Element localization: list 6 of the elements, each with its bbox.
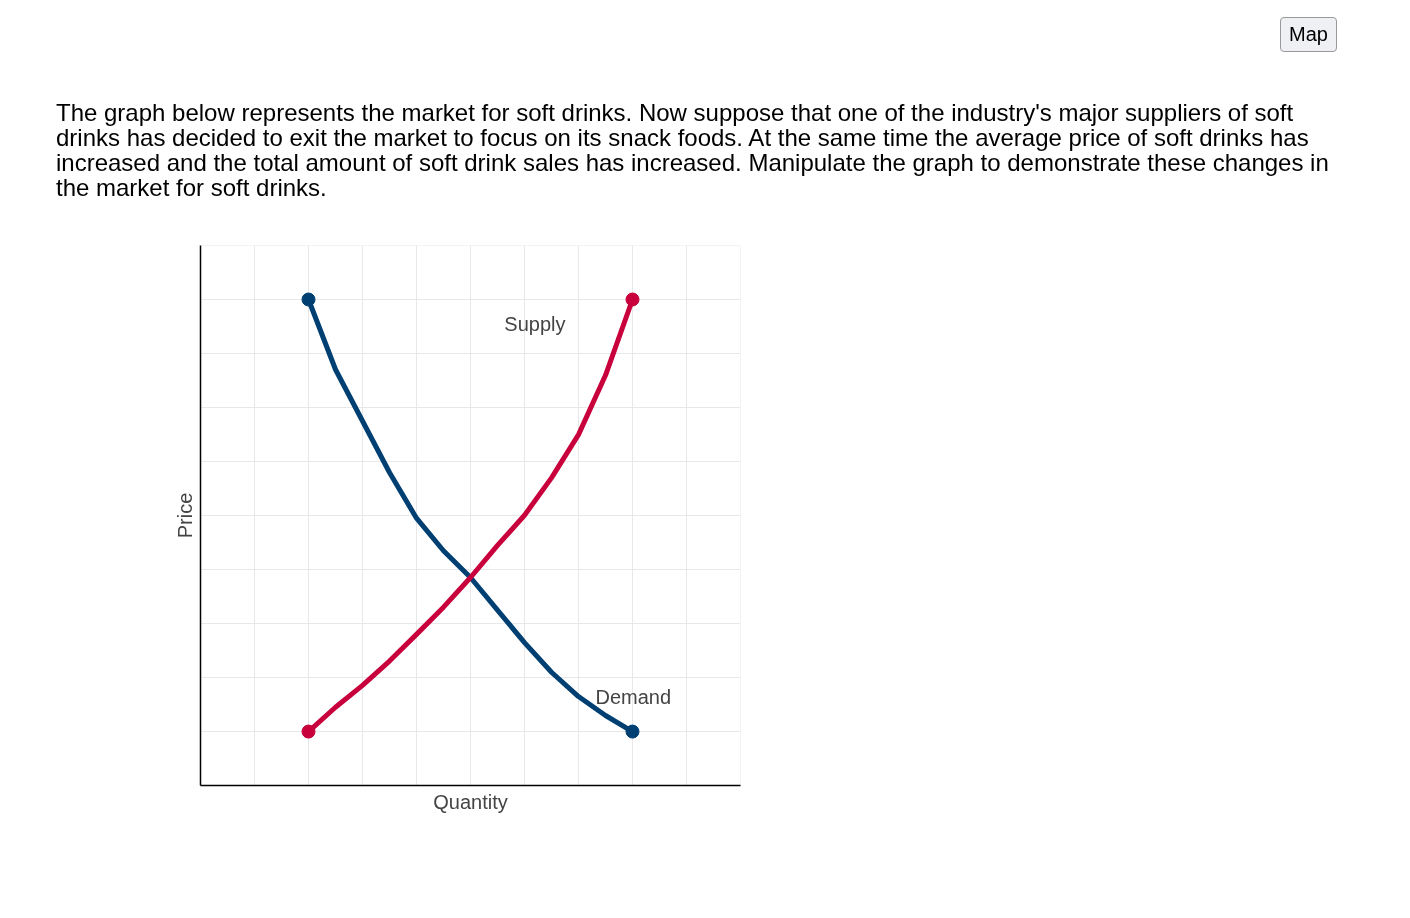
y-axis-title: Price — [173, 492, 196, 539]
text: Map — [1289, 22, 1328, 47]
x-axis-title: Quantity — [433, 790, 508, 813]
text: Supply — [504, 313, 566, 336]
series-label: Demand — [595, 685, 672, 708]
chart-title: The graph below represents the market for soft drinks. Now suppose that one of the industry's major suppliers of soft drinks has decided to exit the market to focus on its snack foods. At the same time the average price of soft drinks has increased and the total amount of soft drink sales has increased. Manipulate the graph to demonstrate these changes in the market for soft drinks. — [56, 99, 1330, 201]
